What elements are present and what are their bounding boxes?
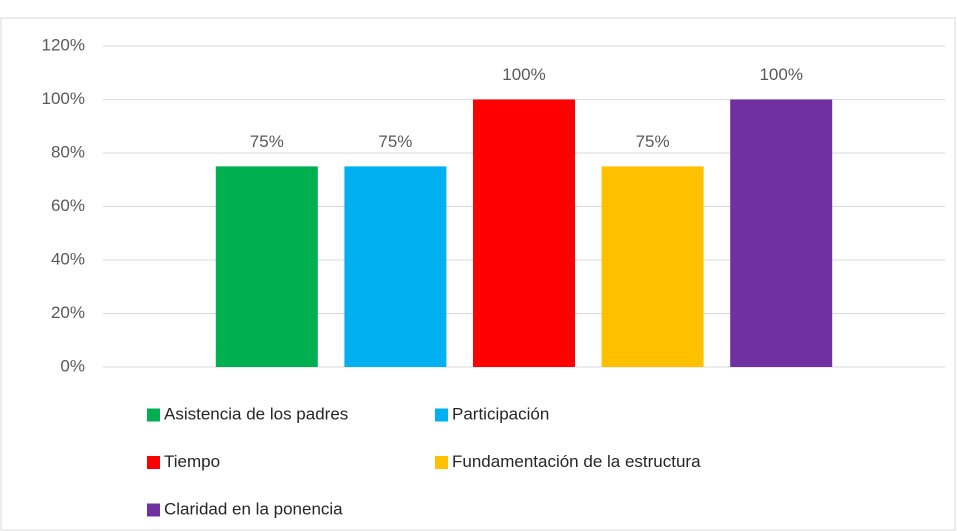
y-tick-label: 80%: [51, 142, 85, 161]
y-tick-label: 100%: [42, 89, 85, 108]
bar: [215, 166, 318, 367]
legend-label: Claridad en la ponencia: [164, 499, 343, 518]
bar: [344, 166, 447, 367]
legend-swatch: [147, 408, 160, 422]
bar: [601, 166, 704, 367]
y-tick-label: 120%: [42, 35, 85, 54]
legend-swatch: [147, 503, 160, 517]
legend-label: Tiempo: [164, 452, 220, 471]
legend-swatch: [435, 456, 448, 469]
bar: [730, 99, 833, 367]
data-label: 100%: [759, 65, 802, 84]
legend-label: Participación: [452, 404, 549, 423]
data-label: 75%: [250, 132, 284, 151]
data-label: 75%: [378, 132, 412, 151]
data-label: 75%: [636, 132, 670, 151]
data-label: 100%: [502, 65, 545, 84]
y-tick-label: 60%: [51, 196, 85, 215]
legend-label: Asistencia de los padres: [164, 404, 348, 423]
legend-label: Fundamentación de la estructura: [452, 452, 701, 471]
legend-swatch: [435, 408, 448, 422]
y-tick-label: 0%: [60, 356, 85, 375]
bar: [473, 99, 575, 367]
legend-swatch: [147, 456, 160, 469]
y-tick-label: 40%: [51, 249, 85, 268]
y-tick-label: 20%: [51, 303, 85, 322]
